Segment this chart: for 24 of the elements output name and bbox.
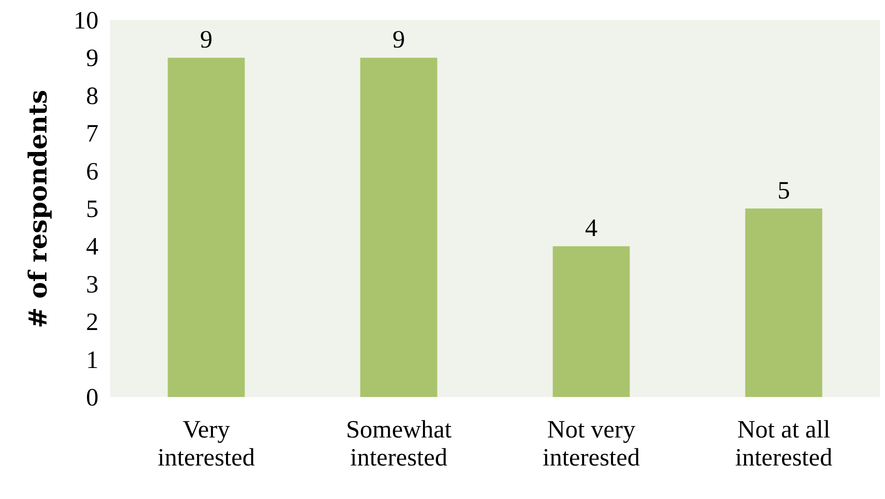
bar — [168, 58, 245, 397]
y-tick-label: 3 — [86, 271, 98, 298]
bar — [745, 208, 822, 397]
x-tick-label: Not at all interested — [735, 416, 833, 472]
y-tick-label: 6 — [86, 158, 98, 186]
data-label: 4 — [585, 215, 598, 242]
y-tick-label: 4 — [86, 234, 99, 261]
data-label: 9 — [200, 26, 212, 54]
data-label: 5 — [778, 178, 790, 204]
bar — [360, 58, 438, 397]
data-label: 9 — [392, 26, 405, 54]
y-tick-label: 1 — [86, 346, 98, 374]
y-tick-label: 0 — [86, 384, 98, 412]
x-tick-label: Very interested — [158, 416, 256, 472]
x-tick-label: Somewhat interested — [346, 416, 452, 472]
y-tick-label: 7 — [86, 120, 98, 148]
y-tick-label: 2 — [86, 309, 98, 336]
bar — [552, 246, 630, 397]
y-tick-label: 10 — [74, 8, 98, 34]
y-tick-label: 9 — [86, 45, 98, 72]
y-tick-label: 5 — [86, 196, 98, 223]
y-tick-label: 8 — [86, 82, 98, 110]
y-axis-title: # of respondents — [24, 90, 52, 328]
x-tick-label: Not very interested — [542, 416, 640, 472]
